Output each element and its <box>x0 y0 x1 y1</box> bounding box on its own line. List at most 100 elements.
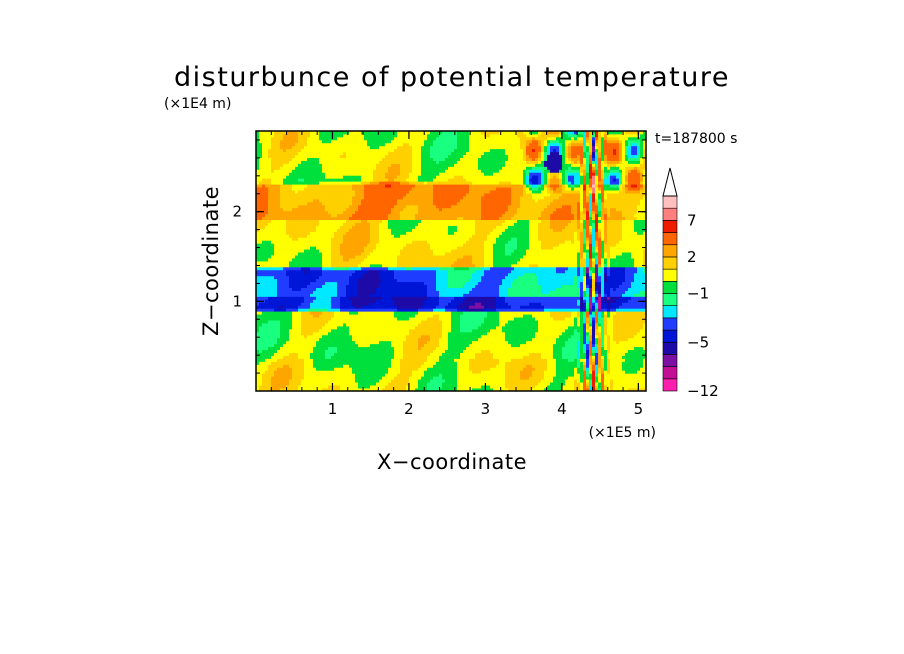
contour-cell <box>343 148 347 153</box>
contour-cell <box>274 246 278 250</box>
contour-cell <box>394 323 398 327</box>
contour-cell <box>301 278 305 283</box>
contour-cell <box>268 305 272 309</box>
contour-cell <box>283 284 287 288</box>
contour-cell <box>370 160 374 164</box>
contour-cell <box>292 334 296 339</box>
contour-cell <box>403 302 407 306</box>
contour-cell <box>373 196 377 200</box>
contour-cell <box>259 178 263 182</box>
contour-cell <box>316 269 320 274</box>
contour-cell <box>385 160 389 164</box>
contour-cell <box>370 284 374 288</box>
contour-cell <box>265 148 269 153</box>
contour-cell <box>319 157 323 161</box>
contour-cell <box>409 252 413 256</box>
contour-cell <box>295 388 299 391</box>
contour-cell <box>316 355 320 359</box>
contour-cell <box>355 263 359 268</box>
contour-cell <box>286 175 290 179</box>
contour-cell <box>304 299 308 303</box>
contour-cell <box>367 237 371 241</box>
contour-cell <box>283 328 287 333</box>
contour-cell <box>367 193 371 197</box>
contour-cell <box>424 249 428 253</box>
contour-cell <box>343 305 347 309</box>
contour-cell <box>322 234 326 238</box>
contour-cell <box>403 228 407 232</box>
contour-cell <box>388 263 392 268</box>
contour-cell <box>373 258 377 262</box>
contour-cell <box>406 163 410 167</box>
contour-cell <box>328 317 332 321</box>
contour-cell <box>397 299 401 303</box>
contour-cell <box>421 175 425 179</box>
contour-cell <box>322 388 326 391</box>
contour-cell <box>274 261 278 265</box>
contour-cell <box>424 246 428 250</box>
contour-cell <box>406 207 410 212</box>
contour-cell <box>313 296 317 300</box>
contour-cell <box>283 196 287 200</box>
contour-cell <box>331 308 335 312</box>
contour-cell <box>376 382 380 386</box>
contour-cell <box>346 287 350 291</box>
contour-cell <box>310 136 314 141</box>
contour-cell <box>316 263 320 268</box>
contour-cell <box>325 296 329 300</box>
contour-cell <box>331 355 335 359</box>
contour-cell <box>388 252 392 256</box>
contour-cell <box>265 157 269 161</box>
contour-cell <box>346 136 350 141</box>
contour-cell <box>412 240 416 244</box>
contour-cell <box>334 172 338 176</box>
contour-cell <box>280 305 284 309</box>
contour-cell <box>376 284 380 288</box>
contour-cell <box>295 320 299 324</box>
contour-cell <box>388 287 392 291</box>
contour-cell <box>346 184 350 188</box>
contour-cell <box>358 252 362 256</box>
contour-cell <box>370 148 374 153</box>
contour-cell <box>298 246 302 250</box>
contour-cell <box>295 326 299 330</box>
contour-cell <box>364 193 368 197</box>
contour-cell <box>280 163 284 167</box>
contour-cell <box>355 266 359 271</box>
contour-cell <box>298 305 302 309</box>
contour-cell <box>349 198 353 203</box>
contour-cell <box>313 352 317 356</box>
contour-cell <box>391 193 395 197</box>
contour-cell <box>394 272 398 277</box>
contour-cell <box>352 376 356 380</box>
contour-cell <box>310 151 314 156</box>
contour-cell <box>310 243 314 247</box>
contour-cell <box>334 343 338 348</box>
contour-cell <box>277 225 281 229</box>
contour-cell <box>268 302 272 306</box>
contour-cell <box>397 340 401 345</box>
contour-cell <box>304 275 308 280</box>
contour-cell <box>370 385 374 389</box>
contour-cell <box>340 151 344 156</box>
contour-cell <box>280 216 284 221</box>
contour-cell <box>412 284 416 288</box>
contour-cell <box>256 284 260 288</box>
contour-cell <box>337 361 341 365</box>
contour-cell <box>262 376 266 380</box>
contour-cell <box>418 222 422 226</box>
contour-cell <box>355 228 359 232</box>
contour-cell <box>265 160 269 164</box>
contour-cell <box>343 334 347 339</box>
contour-cell <box>403 275 407 280</box>
contour-cell <box>331 157 335 161</box>
contour-cell <box>256 269 260 274</box>
contour-cell <box>415 326 419 330</box>
contour-cell <box>352 219 356 223</box>
contour-cell <box>361 201 365 206</box>
contour-cell <box>364 305 368 309</box>
contour-cell <box>319 196 323 200</box>
contour-cell <box>289 382 293 386</box>
contour-cell <box>304 255 308 259</box>
contour-cell <box>304 385 308 389</box>
